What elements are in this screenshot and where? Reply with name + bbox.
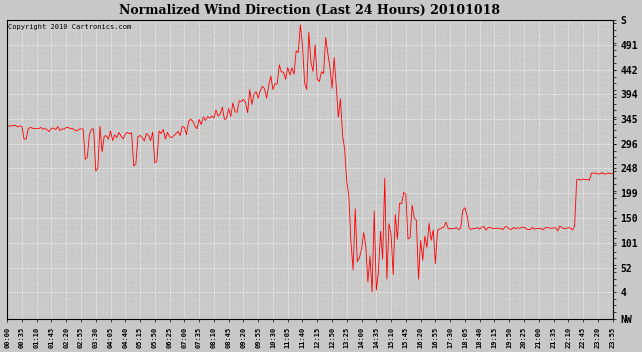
Text: Copyright 2010 Cartronics.com: Copyright 2010 Cartronics.com — [8, 24, 132, 30]
Title: Normalized Wind Direction (Last 24 Hours) 20101018: Normalized Wind Direction (Last 24 Hours… — [119, 4, 500, 17]
